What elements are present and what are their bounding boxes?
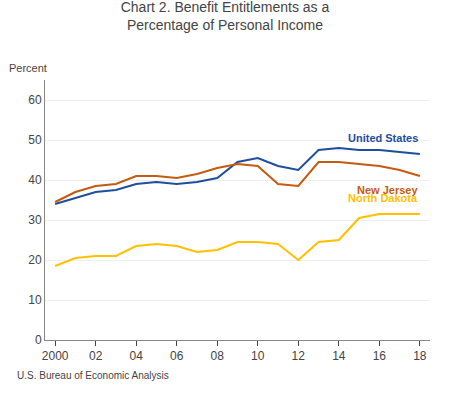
svg-text:18: 18 [413, 349, 427, 363]
svg-text:2000: 2000 [42, 349, 69, 363]
svg-text:United States: United States [348, 132, 418, 144]
svg-text:04: 04 [130, 349, 144, 363]
svg-text:New Jersey: New Jersey [357, 184, 418, 196]
svg-text:10: 10 [251, 349, 265, 363]
svg-text:50: 50 [28, 133, 42, 147]
svg-text:08: 08 [211, 349, 225, 363]
svg-text:40: 40 [28, 173, 42, 187]
svg-text:20: 20 [28, 253, 42, 267]
svg-text:30: 30 [28, 213, 42, 227]
svg-text:Chart 2. Benefit Entitlements: Chart 2. Benefit Entitlements as aPercen… [121, 0, 330, 33]
svg-text:Percent: Percent [9, 62, 47, 74]
svg-text:60: 60 [28, 93, 42, 107]
svg-text:U.S. Bureau of Economic Analys: U.S. Bureau of Economic Analysis [17, 370, 169, 381]
svg-text:14: 14 [332, 349, 346, 363]
svg-text:North Dakota: North Dakota [348, 192, 418, 204]
svg-text:10: 10 [28, 293, 42, 307]
svg-text:02: 02 [89, 349, 103, 363]
svg-text:16: 16 [373, 349, 387, 363]
svg-text:12: 12 [292, 349, 306, 363]
svg-text:06: 06 [170, 349, 184, 363]
svg-text:0: 0 [35, 333, 42, 347]
